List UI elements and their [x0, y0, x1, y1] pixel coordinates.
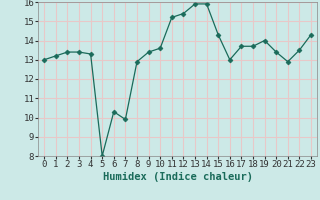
X-axis label: Humidex (Indice chaleur): Humidex (Indice chaleur): [103, 172, 252, 182]
